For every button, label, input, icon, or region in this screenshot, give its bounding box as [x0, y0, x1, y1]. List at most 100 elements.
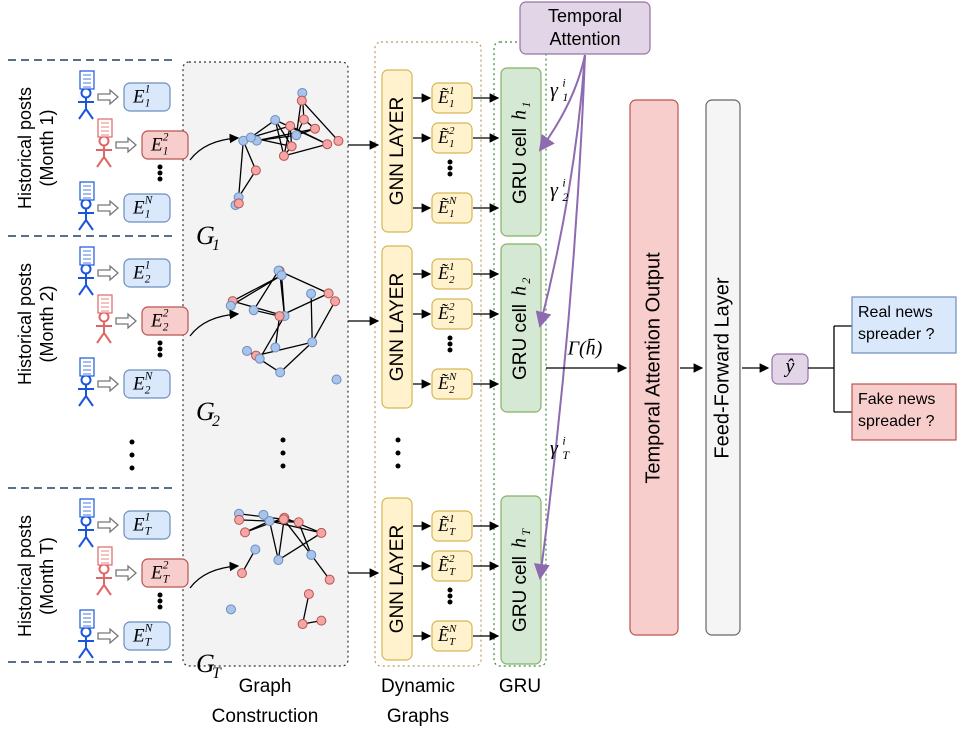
math-base: E [132, 86, 145, 107]
math-base: E [132, 262, 145, 283]
document-icon [80, 182, 94, 200]
dot [448, 342, 453, 347]
dot [448, 160, 453, 165]
gru-cell-text: GRU cell [510, 304, 531, 380]
graph-node [276, 368, 285, 377]
math-sup: N [448, 195, 457, 207]
math-base: E [132, 197, 145, 218]
graph-node [317, 528, 326, 537]
graph-node [324, 289, 333, 298]
graph-node [311, 124, 320, 133]
document-icon [80, 71, 94, 89]
dot [158, 177, 163, 182]
graph-node [271, 343, 280, 352]
math-sub: 2 [145, 385, 151, 397]
attention-output-label: Temporal Attention Output [642, 252, 664, 484]
math-base: Ẽ [437, 555, 449, 575]
math-base: Ẽ [437, 303, 449, 323]
document-icon [98, 547, 112, 565]
temporal-attention-text: Temporal [548, 6, 622, 26]
math-base: Ẽ [437, 515, 449, 535]
dot [158, 599, 163, 604]
math-sub: 2 [212, 413, 220, 430]
math-sup: 2 [449, 125, 455, 137]
month-label-line: (Month T) [37, 537, 57, 615]
user-icon [82, 89, 91, 98]
dot [130, 440, 135, 445]
gnn-label: GNN LAYER [387, 97, 408, 205]
user-icon [78, 98, 94, 119]
user-icon [78, 526, 94, 547]
feed-forward-text: Feed-Forward Layer [711, 277, 733, 459]
math-sub: 2 [519, 278, 533, 284]
month-label-line: Historical posts [15, 263, 35, 385]
user-icon [78, 274, 94, 295]
math-sup: 2 [449, 301, 455, 313]
dot [158, 341, 163, 346]
user-icon [96, 146, 112, 167]
graph-node [277, 271, 286, 280]
user-icon [100, 137, 109, 146]
graph-node [246, 133, 255, 142]
dot [448, 336, 453, 341]
graph-node [308, 338, 317, 347]
graph-node [287, 142, 296, 151]
month-label-line: Historical posts [15, 515, 35, 637]
dot [130, 453, 135, 458]
math-sub: 1 [163, 146, 169, 158]
graph-node [249, 306, 258, 315]
dot [158, 347, 163, 352]
dot [158, 165, 163, 170]
math-base: h [509, 538, 531, 548]
gru-label: GRU cellh2 [509, 278, 534, 380]
user-icon [100, 313, 109, 322]
graph-node [294, 518, 303, 527]
math-base: Ẽ [437, 625, 449, 645]
gnn-layer-text: GNN LAYER [387, 273, 408, 381]
temporal-attention-text: Attention [549, 29, 620, 49]
math-sub: 1 [145, 209, 151, 221]
month-label: Historical posts(Month 2) [15, 263, 57, 385]
gnn-label: GNN LAYER [387, 273, 408, 381]
graph-node [292, 131, 301, 140]
math-base: Ẽ [437, 197, 449, 217]
math-sub: 1 [449, 138, 454, 150]
dot [448, 172, 453, 177]
graph-node [271, 115, 280, 124]
math-sub: 1 [562, 90, 568, 104]
graph-node [323, 140, 332, 149]
math-sub: 2 [449, 384, 455, 396]
math-base: h [509, 110, 531, 120]
gnn-layer-text: GNN LAYER [387, 97, 408, 205]
math-sup: 1 [145, 512, 151, 524]
graph-node [332, 375, 341, 384]
document-icon [80, 247, 94, 265]
attention-output-text: Temporal Attention Output [642, 252, 664, 484]
math-sup: 1 [449, 513, 454, 525]
graph-node [298, 620, 307, 629]
user-icon [96, 322, 112, 343]
graph-node [242, 346, 251, 355]
outcome-text: Real news [858, 304, 933, 321]
outcome-text: spreader ? [858, 413, 935, 430]
math-base: γ [550, 80, 559, 102]
user-icon [78, 385, 94, 406]
user-icon [78, 637, 94, 658]
dot [281, 438, 286, 443]
outcome-text: spreader ? [858, 326, 935, 343]
math-sup: N [144, 623, 154, 635]
dot [448, 166, 453, 171]
section-label: Dynamic [381, 676, 455, 697]
math-sub: 2 [449, 274, 455, 286]
user-icon [100, 565, 109, 574]
user-icon [82, 200, 91, 209]
math-base: γ [550, 438, 559, 460]
dot [396, 438, 401, 443]
graph-panel [183, 62, 348, 666]
dot [448, 588, 453, 593]
month-label-line: Historical posts [15, 87, 35, 209]
dot [448, 348, 453, 353]
attention-output-symbol: Γ(h̄) [567, 338, 603, 360]
hollow-arrow [98, 629, 118, 643]
math-base: E [132, 625, 145, 646]
